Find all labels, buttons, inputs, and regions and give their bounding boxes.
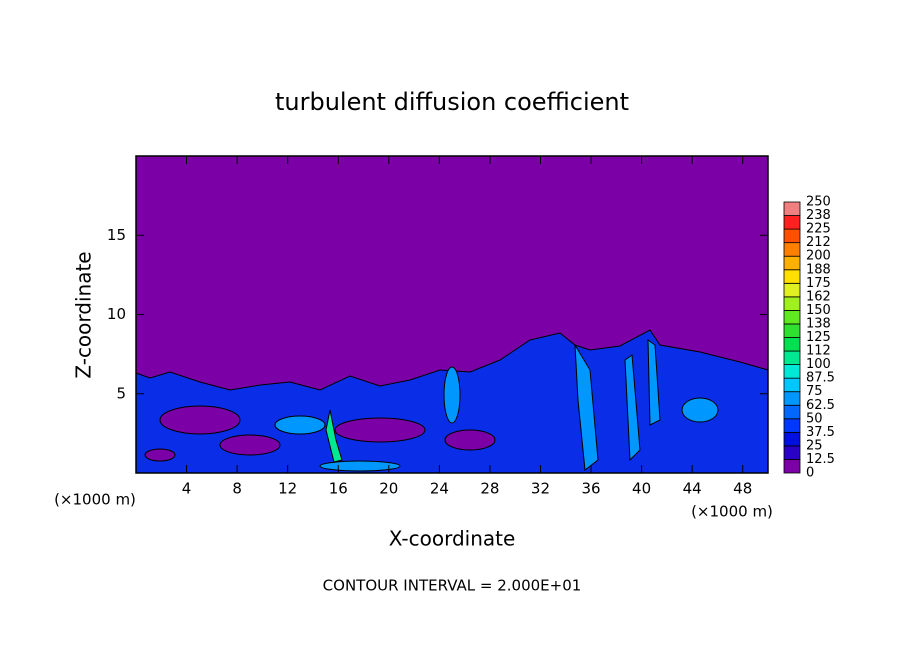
colorbar-band <box>783 404 801 420</box>
colorbar-band <box>783 282 801 298</box>
y-axis-title: Z-coordinate <box>72 251 96 378</box>
x-tick-label: 36 <box>581 480 600 498</box>
colorbar-label: 37.5 <box>806 425 835 440</box>
colorbar-band <box>783 309 801 325</box>
colorbar-label: 62.5 <box>806 398 835 413</box>
colorbar-label: 162 <box>806 289 831 304</box>
field-high-patches <box>274 339 719 472</box>
colorbar-label: 200 <box>806 249 831 264</box>
x-tick-label: 44 <box>683 480 702 498</box>
x-tick-label: 8 <box>232 480 242 498</box>
colorbar-label: 50 <box>806 411 823 426</box>
colorbar-band <box>783 323 801 338</box>
colorbar-label: 250 <box>806 195 831 210</box>
colorbar-band <box>783 215 801 230</box>
x-tick-label: 24 <box>430 480 449 498</box>
colorbar-label: 25 <box>806 438 823 453</box>
chart-title: turbulent diffusion coefficient <box>275 88 629 116</box>
colorbar-band <box>783 242 801 257</box>
footer-note: CONTOUR INTERVAL = 2.000E+01 <box>323 577 582 595</box>
colorbar-label: 150 <box>806 303 831 318</box>
colorbar-label: 100 <box>806 357 831 372</box>
x-axis-title: X-coordinate <box>389 527 516 551</box>
x-tick-label: 4 <box>182 480 192 498</box>
colorbar-label: 212 <box>806 235 831 250</box>
colorbar-label: 112 <box>806 344 831 359</box>
colorbar-label: 75 <box>806 384 823 399</box>
field-peak <box>325 409 343 463</box>
x-tick-label: 12 <box>278 480 297 498</box>
x-tick-label: 28 <box>480 480 499 498</box>
y-tick-label: 5 <box>116 384 126 402</box>
colorbar-band <box>783 296 801 311</box>
colorbar-band <box>783 228 801 244</box>
colorbar-label: 125 <box>806 330 831 345</box>
colorbar-band <box>783 201 801 216</box>
colorbar-band <box>783 255 801 271</box>
colorbar-band <box>783 431 801 447</box>
colorbar-label: 175 <box>806 276 831 291</box>
field <box>135 156 769 474</box>
x-tick-label: 16 <box>329 480 348 498</box>
colorbar-band <box>783 418 801 433</box>
colorbar-band <box>783 459 801 474</box>
x-tick-label: 40 <box>632 480 651 498</box>
x-unit-label: (×1000 m) <box>691 503 773 521</box>
colorbar-label: 238 <box>806 208 831 223</box>
colorbar-band <box>783 364 801 379</box>
y-unit-label: (×1000 m) <box>54 491 136 509</box>
colorbar-label: 188 <box>806 262 831 277</box>
colorbar-band <box>783 337 801 352</box>
colorbar-label: 0 <box>806 466 814 481</box>
x-tick-label: 20 <box>379 480 398 498</box>
field-low-patches <box>144 405 496 462</box>
colorbar-band <box>783 350 801 365</box>
colorbar-label: 225 <box>806 222 831 237</box>
colorbar-label: 12.5 <box>806 452 835 467</box>
y-tick-label: 10 <box>107 305 126 323</box>
colorbar-label: 138 <box>806 316 831 331</box>
colorbar-band <box>783 391 801 406</box>
x-tick-label: 48 <box>733 480 752 498</box>
colorbar-band <box>783 377 801 393</box>
x-tick-label: 32 <box>531 480 550 498</box>
colorbar-label: 87.5 <box>806 371 835 386</box>
y-tick-label: 15 <box>107 226 126 244</box>
colorbar-band <box>783 269 801 284</box>
colorbar-band <box>783 445 801 460</box>
